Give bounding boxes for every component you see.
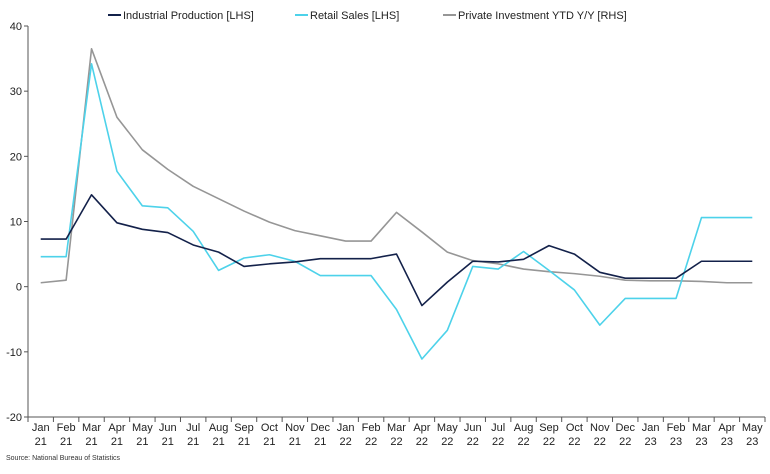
- x-tick-label-month: Aug: [209, 422, 229, 434]
- legend: Industrial Production [LHS] Retail Sales…: [108, 10, 627, 22]
- x-tick-label-year: 21: [85, 436, 97, 448]
- legend-label-retail-sales: Retail Sales [LHS]: [310, 10, 399, 22]
- x-tick-label-year: 21: [289, 436, 301, 448]
- x-tick-label-month: Mar: [387, 422, 406, 434]
- x-tick-label-month: Nov: [285, 422, 305, 434]
- series-line-private-investment: [40, 48, 753, 284]
- x-tick-label-year: 23: [670, 436, 682, 448]
- x-tick-label-year: 21: [263, 436, 275, 448]
- x-tick-label-month: Mar: [692, 422, 711, 434]
- x-tick-label-year: 22: [517, 436, 529, 448]
- series-line-retail-sales: [40, 62, 753, 360]
- x-tick-label-year: 23: [695, 436, 707, 448]
- x-tick-label-year: 22: [568, 436, 580, 448]
- x-tick-label-month: Jun: [159, 422, 177, 434]
- x-tick-label-year: 22: [441, 436, 453, 448]
- x-tick-label-month: Feb: [57, 422, 76, 434]
- x-tick-label-month: Sep: [234, 422, 254, 434]
- y-tick-label: -10: [6, 347, 22, 359]
- x-tick-label-month: Jul: [491, 422, 505, 434]
- x-tick-label-year: 21: [60, 436, 72, 448]
- source-note: Source: National Bureau of Statistics: [6, 455, 121, 462]
- x-tick-label-year: 23: [645, 436, 657, 448]
- x-tick-label-month: Oct: [261, 422, 278, 434]
- x-tick-label-month: Mar: [82, 422, 101, 434]
- x-tick-label-month: Apr: [413, 422, 430, 434]
- x-tick-label-month: Apr: [108, 422, 125, 434]
- x-tick-label-year: 23: [746, 436, 758, 448]
- x-tick-label-month: Jan: [32, 422, 50, 434]
- x-tick-label-year: 21: [136, 436, 148, 448]
- series-layer: [40, 48, 753, 360]
- x-tick-label-year: 22: [467, 436, 479, 448]
- x-tick-label-month: Sep: [539, 422, 559, 434]
- x-tick-label-month: Jul: [186, 422, 200, 434]
- y-tick-label: 30: [10, 86, 22, 98]
- x-tick-label-year: 21: [238, 436, 250, 448]
- x-tick-label-month: May: [132, 422, 153, 434]
- x-tick-label-year: 22: [492, 436, 504, 448]
- y-tick-label: 40: [10, 21, 22, 33]
- axes: 40 30 20 10 0 -10 -20 Jan 21 Feb 21 Mar 21 Apr 21 May 21…: [6, 21, 766, 448]
- x-tick-label-month: Jun: [464, 422, 482, 434]
- x-tick-label-year: 22: [594, 436, 606, 448]
- x-tick-label-month: May: [437, 422, 458, 434]
- x-tick-label-month: Nov: [590, 422, 610, 434]
- x-tick-label-year: 22: [416, 436, 428, 448]
- x-tick-label-month: Jan: [642, 422, 660, 434]
- y-tick-label: 10: [10, 217, 22, 229]
- x-tick-label-year: 22: [619, 436, 631, 448]
- y-tick-label: 0: [16, 282, 22, 294]
- x-tick-label-year: 22: [340, 436, 352, 448]
- x-tick-label-month: Aug: [514, 422, 534, 434]
- legend-label-industrial-production: Industrial Production [LHS]: [123, 10, 254, 22]
- x-tick-label-month: Jan: [337, 422, 355, 434]
- y-tick-label: -20: [6, 412, 22, 424]
- x-tick-label-month: Oct: [566, 422, 583, 434]
- x-tick-label-month: Apr: [718, 422, 735, 434]
- x-tick-label-month: Dec: [310, 422, 330, 434]
- x-tick-label-year: 21: [212, 436, 224, 448]
- x-tick-label-year: 21: [187, 436, 199, 448]
- x-tick-label-year: 22: [390, 436, 402, 448]
- y-tick-label: 20: [10, 151, 22, 163]
- x-tick-label-month: Feb: [362, 422, 381, 434]
- x-tick-label-year: 21: [314, 436, 326, 448]
- legend-label-private-investment: Private Investment YTD Y/Y [RHS]: [458, 10, 627, 22]
- x-tick-label-month: Dec: [615, 422, 635, 434]
- x-tick-label-year: 21: [111, 436, 123, 448]
- x-tick-label-month: May: [742, 422, 763, 434]
- x-tick-label-year: 23: [721, 436, 733, 448]
- x-tick-label-year: 22: [543, 436, 555, 448]
- series-line-industrial-production: [40, 193, 753, 307]
- x-tick-label-year: 21: [35, 436, 47, 448]
- x-tick-label-month: Feb: [667, 422, 686, 434]
- x-tick-label-year: 22: [365, 436, 377, 448]
- x-tick-label-year: 21: [162, 436, 174, 448]
